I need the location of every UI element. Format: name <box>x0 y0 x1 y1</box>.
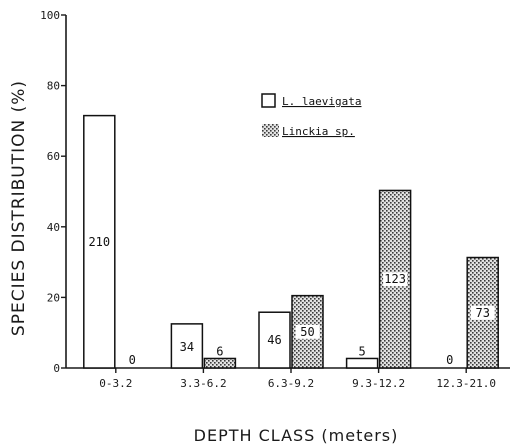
bar-value-label: 5 <box>358 344 365 358</box>
bar-value-label: 123 <box>384 272 406 286</box>
bar-value-label: 0 <box>129 353 136 367</box>
y-tick-label: 40 <box>47 221 60 234</box>
bar-linckia-sp <box>204 358 235 368</box>
y-tick-label: 20 <box>47 291 60 304</box>
bar-value-label: 73 <box>475 306 489 320</box>
x-tick-label: 12.3-21.0 <box>436 377 496 390</box>
y-tick-label: 60 <box>47 150 60 163</box>
x-tick-label: 9.3-12.2 <box>352 377 405 390</box>
y-axis-title: SPECIES DISTRIBUTION (%) <box>9 80 29 336</box>
bar-value-label: 34 <box>180 340 194 354</box>
y-tick-label: 0 <box>53 362 60 375</box>
x-tick-label: 0-3.2 <box>99 377 132 390</box>
y-tick-label: 100 <box>40 9 60 22</box>
bars <box>84 116 498 368</box>
x-axis-title: DEPTH CLASS (meters) <box>194 426 399 445</box>
y-axis: 0 20 40 60 80 100 <box>40 9 66 375</box>
bar-l-laevigata <box>347 358 378 368</box>
bar-value-label: 210 <box>88 235 110 249</box>
legend-label: L. laevigata <box>282 95 361 108</box>
bar-value-label: 50 <box>300 325 314 339</box>
legend-swatch-l-laevigata <box>262 94 275 107</box>
x-axis: 0-3.2 3.3-6.2 6.3-9.2 9.3-12.2 12.3-21.0 <box>66 368 510 390</box>
bar-value-label: 0 <box>446 353 453 367</box>
legend: L. laevigata Linckia sp. <box>262 94 361 138</box>
bar-value-label: 46 <box>267 333 281 347</box>
x-tick-label: 3.3-6.2 <box>180 377 226 390</box>
bar-value-label: 6 <box>216 344 223 358</box>
x-tick-label: 6.3-9.2 <box>268 377 314 390</box>
y-tick-label: 80 <box>47 80 60 93</box>
legend-label: Linckia sp. <box>282 125 355 138</box>
legend-swatch-linckia-sp <box>262 124 279 137</box>
